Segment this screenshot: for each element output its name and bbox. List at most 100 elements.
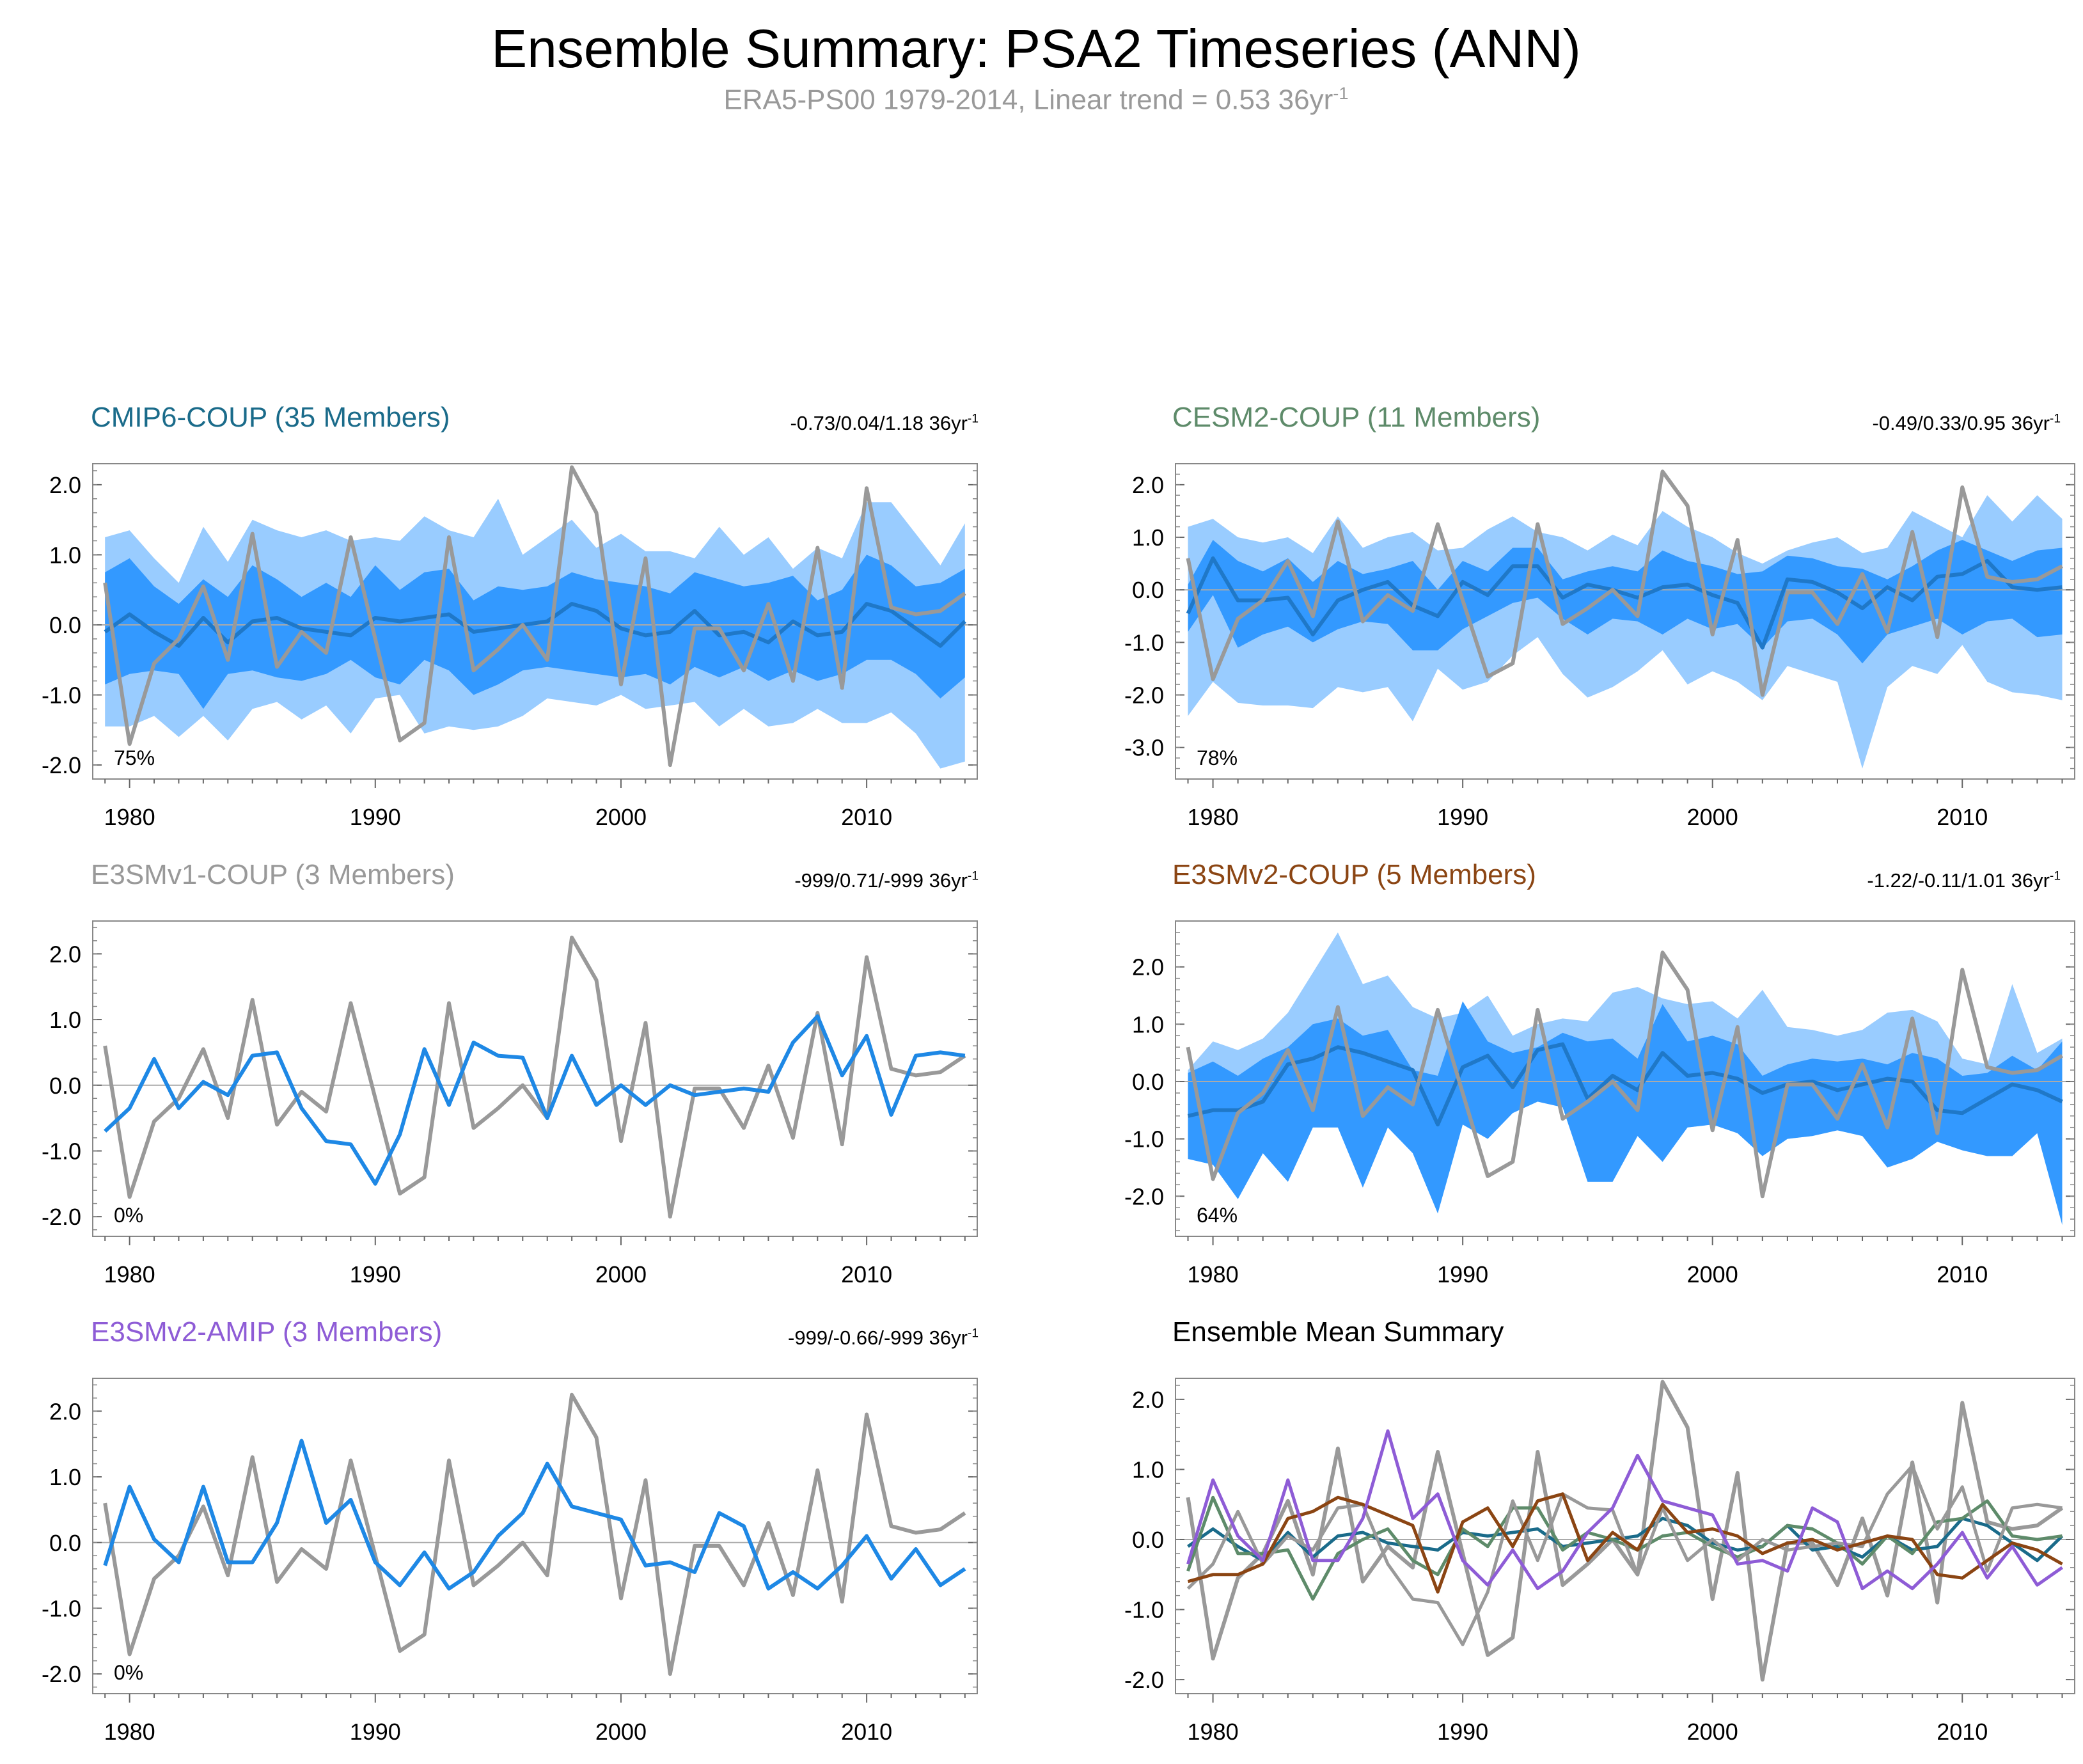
y-tick-label: 0.0 bbox=[49, 1530, 81, 1556]
x-tick-label: 2010 bbox=[841, 1261, 892, 1288]
y-tick-label: 1.0 bbox=[1132, 1456, 1164, 1483]
trend-superscript: -1 bbox=[967, 1327, 979, 1341]
y-tick-label: 2.0 bbox=[1132, 472, 1164, 498]
x-tick-label: 2010 bbox=[1937, 804, 1988, 830]
x-tick-label: 1990 bbox=[350, 804, 401, 830]
y-tick-label: -1.0 bbox=[1124, 629, 1164, 656]
subtitle-superscript: -1 bbox=[1333, 83, 1349, 103]
ensemble-mean-line bbox=[1186, 556, 2063, 650]
y-tick-label: -1.0 bbox=[1124, 1126, 1164, 1153]
panel-trend-e3smv2: -1.22/-0.11/1.01 36yr-1 bbox=[1805, 869, 2061, 892]
x-tick-label: 2010 bbox=[841, 1719, 892, 1745]
plot-frame bbox=[92, 463, 978, 780]
obs-line bbox=[103, 935, 966, 1219]
y-tick-label: -1.0 bbox=[42, 682, 81, 709]
chart-amip: 2.0 1.0 0.0 -1.0 -2.0 1980 1990 2000 2010 0% bbox=[42, 1378, 978, 1745]
y-tick-label: -2.0 bbox=[42, 1204, 81, 1230]
y-tick-label: 2.0 bbox=[49, 1398, 81, 1424]
y-tick-label: 0.0 bbox=[1132, 1527, 1164, 1553]
y-tick-label: 0.0 bbox=[1132, 577, 1164, 603]
y-tick-label: 1.0 bbox=[49, 542, 81, 568]
y-tick-label: -2.0 bbox=[1124, 682, 1164, 709]
page-subtitle: ERA5-PS00 1979-2014, Linear trend = 0.53… bbox=[0, 83, 2072, 116]
y-tick-label: 2.0 bbox=[49, 472, 81, 498]
panel-trend-cesm2: -0.49/0.33/0.95 36yr-1 bbox=[1805, 412, 2061, 435]
x-tick-label: 2010 bbox=[1937, 1261, 1988, 1288]
y-tick-label: -3.0 bbox=[1124, 735, 1164, 761]
y-tick-label: 2.0 bbox=[1132, 954, 1164, 980]
panel-trend-amip: -999/-0.66/-999 36yr-1 bbox=[723, 1327, 979, 1350]
x-tick-label: 1990 bbox=[1437, 1261, 1488, 1288]
panel-trend-e3smv1: -999/0.71/-999 36yr-1 bbox=[723, 869, 979, 892]
y-tick-label: 1.0 bbox=[1132, 1011, 1164, 1037]
y-tick-label: 0.0 bbox=[49, 1073, 81, 1099]
x-tick-label: 2000 bbox=[1687, 1261, 1738, 1288]
x-tick-label: 1990 bbox=[1437, 804, 1488, 830]
y-tick-label: 0.0 bbox=[49, 612, 81, 638]
trend-text: -999/-0.66/-999 36yr bbox=[788, 1327, 968, 1349]
panel-title-cmip6: CMIP6-COUP (35 Members) bbox=[91, 402, 450, 433]
y-tick-label: 2.0 bbox=[1132, 1387, 1164, 1413]
trend-superscript: -1 bbox=[967, 869, 979, 883]
x-tick-label: 2010 bbox=[1937, 1719, 1988, 1745]
x-tick-label: 1990 bbox=[350, 1719, 401, 1745]
percent-label: 78% bbox=[1197, 746, 1238, 769]
x-tick-label: 1980 bbox=[1188, 1261, 1239, 1288]
subtitle-text: ERA5-PS00 1979-2014, Linear trend = 0.53… bbox=[723, 84, 1333, 116]
y-tick-label: 1.0 bbox=[1132, 524, 1164, 551]
chart-e3smv1: 2.0 1.0 0.0 -1.0 -2.0 1980 1990 2000 2010 0% bbox=[42, 920, 978, 1288]
percent-label: 0% bbox=[114, 1661, 143, 1684]
x-tick-label: 1990 bbox=[350, 1261, 401, 1288]
plot-frame bbox=[1175, 920, 2075, 1237]
x-tick-label: 2010 bbox=[841, 804, 892, 830]
y-tick-label: -2.0 bbox=[42, 752, 81, 778]
chart-summary: 2.0 1.0 0.0 -1.0 -2.0 1980 1990 2000 2010 bbox=[1124, 1378, 2075, 1745]
plot-frame bbox=[92, 1378, 978, 1694]
obs-line bbox=[103, 1392, 966, 1676]
trend-text: -1.22/-0.11/1.01 36yr bbox=[1867, 869, 2050, 892]
panel-title-summary: Ensemble Mean Summary bbox=[1172, 1316, 1504, 1348]
ensemble-mean-line bbox=[104, 602, 966, 648]
series-line-amip bbox=[1186, 1429, 2063, 1591]
y-tick-label: -2.0 bbox=[42, 1661, 81, 1687]
obs-line bbox=[1186, 1380, 2064, 1682]
trend-text: -0.49/0.33/0.95 36yr bbox=[1872, 412, 2050, 434]
ensemble-mean-line bbox=[1187, 1042, 2063, 1127]
y-tick-label: -1.0 bbox=[42, 1595, 81, 1621]
x-tick-label: 1980 bbox=[1188, 804, 1239, 830]
percent-label: 0% bbox=[114, 1204, 143, 1227]
x-tick-label: 2000 bbox=[595, 804, 647, 830]
trend-superscript: -1 bbox=[967, 412, 979, 426]
series-line-e3smv2 bbox=[1187, 1492, 2063, 1594]
chart-cesm2: 2.0 1.0 0.0 -1.0 -2.0 -3.0 1980 1990 2000 2010 78% bbox=[1124, 463, 2075, 830]
y-tick-label: -2.0 bbox=[1124, 1667, 1164, 1693]
trend-superscript: -1 bbox=[2049, 412, 2061, 426]
plot-frame bbox=[92, 920, 978, 1237]
y-tick-label: 2.0 bbox=[49, 941, 81, 967]
obs-line bbox=[1186, 950, 2063, 1199]
x-tick-label: 2000 bbox=[1687, 804, 1738, 830]
trend-text: -0.73/0.04/1.18 36yr bbox=[790, 412, 968, 434]
panel-title-e3smv2: E3SMv2-COUP (5 Members) bbox=[1172, 859, 1536, 890]
x-tick-label: 2000 bbox=[1687, 1719, 1738, 1745]
y-tick-label: 0.0 bbox=[1132, 1069, 1164, 1095]
panel-title-e3smv1: E3SMv1-COUP (3 Members) bbox=[91, 859, 455, 890]
trend-superscript: -1 bbox=[2049, 869, 2061, 883]
y-tick-label: 1.0 bbox=[49, 1464, 81, 1490]
x-tick-label: 1990 bbox=[1437, 1719, 1488, 1745]
spread-band-inner bbox=[1188, 1001, 2063, 1225]
page-title: Ensemble Summary: PSA2 Timeseries (ANN) bbox=[491, 19, 1581, 79]
panel-title-cesm2: CESM2-COUP (11 Members) bbox=[1172, 402, 1541, 433]
percent-label: 64% bbox=[1197, 1204, 1238, 1227]
spread-band-inner bbox=[105, 555, 965, 709]
chart-e3smv2: 2.0 1.0 0.0 -1.0 -2.0 1980 1990 2000 2010 64% bbox=[1124, 920, 2075, 1288]
x-tick-label: 1980 bbox=[104, 1261, 155, 1288]
trend-text: -999/0.71/-999 36yr bbox=[794, 869, 968, 892]
x-tick-label: 1980 bbox=[104, 1719, 155, 1745]
chart-cmip6: 2.0 1.0 0.0 -1.0 -2.0 1980 1990 2000 2010 75% bbox=[42, 463, 978, 830]
panel-title-amip: E3SMv2-AMIP (3 Members) bbox=[91, 1316, 443, 1348]
plot-frame bbox=[1175, 1378, 2075, 1694]
y-tick-label: -2.0 bbox=[1124, 1183, 1164, 1209]
x-tick-label: 1980 bbox=[104, 804, 155, 830]
